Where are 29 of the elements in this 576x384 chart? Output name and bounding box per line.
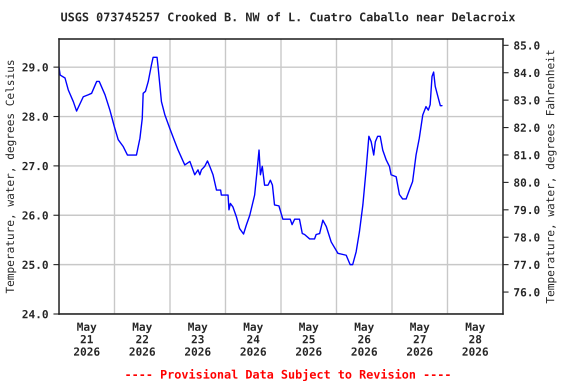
x-tick-label: May 28 2026 bbox=[462, 322, 488, 356]
y-tick-label: 28.0 bbox=[22, 112, 48, 121]
y2-tick-label: 80.0 bbox=[514, 178, 540, 187]
line-series bbox=[59, 56, 443, 266]
y2-tick-label: 81.0 bbox=[514, 150, 540, 160]
x-tick-label: May 27 2026 bbox=[406, 322, 433, 356]
x-tick-label: May 25 2026 bbox=[296, 322, 322, 356]
y2-tick-label: 79.0 bbox=[514, 206, 540, 214]
chart-title: USGS 073745257 Crooked B. NW of L. Cuatro Caballo near Delacroix bbox=[61, 12, 516, 22]
x-tick-label: May 23 2026 bbox=[184, 322, 211, 356]
y-tick-label: 26.0 bbox=[22, 211, 48, 220]
y2-tick-label: 78.0 bbox=[514, 233, 540, 242]
x-tick-label: May 26 2026 bbox=[351, 322, 378, 356]
x-tick-label: May 24 2026 bbox=[240, 322, 266, 356]
y2-tick-label: 83.0 bbox=[514, 96, 540, 105]
y-tick-label: 27.0 bbox=[22, 162, 48, 170]
y2-axis-title: Temperature, water, degrees Fahrenheit bbox=[546, 50, 557, 304]
y-axis-title: Temperature, water, degrees Celsius bbox=[5, 60, 16, 294]
x-tick-label: May 21 2026 bbox=[74, 322, 100, 356]
x-tick-label: May 22 2026 bbox=[129, 322, 156, 356]
y2-tick-label: 82.0 bbox=[514, 124, 540, 132]
y2-tick-label: 84.0 bbox=[514, 68, 540, 78]
y2-tick-label: 76.0 bbox=[514, 288, 540, 296]
y-tick-label: 25.0 bbox=[22, 260, 48, 270]
y2-tick-label: 77.0 bbox=[514, 260, 540, 270]
y-tick-label: 29.0 bbox=[22, 63, 48, 72]
y2-tick-label: 85.0 bbox=[514, 41, 540, 50]
y-tick-label: 24.0 bbox=[22, 310, 48, 318]
text: ---- Provisional Data Subject to Revision ---- bbox=[126, 368, 450, 382]
